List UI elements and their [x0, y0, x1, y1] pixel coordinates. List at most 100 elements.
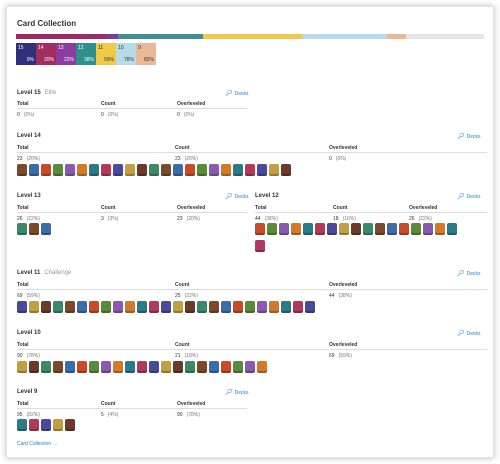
card-thumbnail[interactable]	[233, 164, 243, 176]
card-thumbnail[interactable]	[375, 223, 385, 235]
card-thumbnail[interactable]	[315, 223, 325, 235]
card-thumbnail[interactable]	[257, 361, 267, 373]
card-thumbnail[interactable]	[41, 419, 51, 431]
card-thumbnail[interactable]	[29, 164, 39, 176]
card-thumbnail[interactable]	[209, 301, 219, 313]
card-thumbnail[interactable]	[399, 223, 409, 235]
card-thumbnail[interactable]	[125, 164, 135, 176]
card-thumbnail[interactable]	[29, 419, 39, 431]
card-thumbnail[interactable]	[351, 223, 361, 235]
card-collection-link[interactable]: Card Collection →	[17, 441, 58, 447]
card-thumbnail[interactable]	[339, 223, 349, 235]
card-thumbnail[interactable]	[17, 164, 27, 176]
card-thumbnail[interactable]	[221, 361, 231, 373]
card-thumbnail[interactable]	[101, 361, 111, 373]
card-thumbnail[interactable]	[387, 223, 397, 235]
card-thumbnail[interactable]	[197, 301, 207, 313]
card-thumbnail[interactable]	[17, 419, 27, 431]
card-thumbnail[interactable]	[65, 301, 75, 313]
level-13-decks-link[interactable]: 🔎︎ Decks	[225, 194, 249, 200]
card-thumbnail[interactable]	[291, 223, 301, 235]
card-thumbnail[interactable]	[161, 301, 171, 313]
card-thumbnail[interactable]	[65, 361, 75, 373]
card-thumbnail[interactable]	[137, 361, 147, 373]
card-thumbnail[interactable]	[113, 361, 123, 373]
card-thumbnail[interactable]	[113, 301, 123, 313]
card-thumbnail[interactable]	[29, 301, 39, 313]
card-thumbnail[interactable]	[53, 361, 63, 373]
card-thumbnail[interactable]	[411, 223, 421, 235]
card-thumbnail[interactable]	[89, 164, 99, 176]
card-thumbnail[interactable]	[303, 223, 313, 235]
card-thumbnail[interactable]	[161, 361, 171, 373]
card-thumbnail[interactable]	[185, 164, 195, 176]
card-thumbnail[interactable]	[113, 164, 123, 176]
level-15-decks-link[interactable]: 🔎︎ Decks	[225, 91, 249, 97]
card-thumbnail[interactable]	[149, 164, 159, 176]
level-14-decks-link[interactable]: 🔎︎ Decks	[457, 134, 481, 140]
level-11-decks-link[interactable]: 🔎︎ Decks	[457, 271, 481, 277]
card-thumbnail[interactable]	[77, 301, 87, 313]
card-thumbnail[interactable]	[269, 301, 279, 313]
card-thumbnail[interactable]	[173, 301, 183, 313]
card-thumbnail[interactable]	[101, 301, 111, 313]
card-thumbnail[interactable]	[173, 164, 183, 176]
card-thumbnail[interactable]	[245, 164, 255, 176]
card-thumbnail[interactable]	[197, 164, 207, 176]
card-thumbnail[interactable]	[279, 223, 289, 235]
card-thumbnail[interactable]	[255, 223, 265, 235]
level-10-decks-link[interactable]: 🔎︎ Decks	[457, 331, 481, 337]
card-thumbnail[interactable]	[327, 223, 337, 235]
card-thumbnail[interactable]	[423, 223, 433, 235]
card-thumbnail[interactable]	[257, 301, 267, 313]
card-thumbnail[interactable]	[435, 223, 445, 235]
card-thumbnail[interactable]	[17, 361, 27, 373]
card-thumbnail[interactable]	[255, 240, 265, 252]
card-thumbnail[interactable]	[245, 361, 255, 373]
card-thumbnail[interactable]	[281, 301, 291, 313]
card-thumbnail[interactable]	[89, 301, 99, 313]
card-thumbnail[interactable]	[257, 164, 267, 176]
card-thumbnail[interactable]	[293, 301, 303, 313]
card-thumbnail[interactable]	[185, 301, 195, 313]
card-thumbnail[interactable]	[101, 164, 111, 176]
card-thumbnail[interactable]	[267, 223, 277, 235]
card-thumbnail[interactable]	[29, 361, 39, 373]
card-thumbnail[interactable]	[41, 164, 51, 176]
card-thumbnail[interactable]	[137, 301, 147, 313]
card-thumbnail[interactable]	[53, 164, 63, 176]
card-thumbnail[interactable]	[161, 164, 171, 176]
card-thumbnail[interactable]	[209, 164, 219, 176]
card-thumbnail[interactable]	[77, 164, 87, 176]
card-thumbnail[interactable]	[209, 361, 219, 373]
card-thumbnail[interactable]	[447, 223, 457, 235]
card-thumbnail[interactable]	[41, 361, 51, 373]
card-thumbnail[interactable]	[17, 301, 27, 313]
card-thumbnail[interactable]	[65, 419, 75, 431]
card-thumbnail[interactable]	[41, 223, 51, 235]
card-thumbnail[interactable]	[245, 301, 255, 313]
card-thumbnail[interactable]	[221, 164, 231, 176]
card-thumbnail[interactable]	[173, 361, 183, 373]
card-thumbnail[interactable]	[137, 164, 147, 176]
card-thumbnail[interactable]	[233, 301, 243, 313]
card-thumbnail[interactable]	[197, 361, 207, 373]
card-thumbnail[interactable]	[363, 223, 373, 235]
level-9-decks-link[interactable]: 🔎︎ Decks	[225, 390, 249, 396]
card-thumbnail[interactable]	[29, 223, 39, 235]
card-thumbnail[interactable]	[269, 164, 279, 176]
level-12-decks-link[interactable]: 🔎︎ Decks	[457, 194, 481, 200]
card-thumbnail[interactable]	[149, 301, 159, 313]
card-thumbnail[interactable]	[221, 301, 231, 313]
card-thumbnail[interactable]	[65, 164, 75, 176]
card-thumbnail[interactable]	[77, 361, 87, 373]
card-thumbnail[interactable]	[233, 361, 243, 373]
card-thumbnail[interactable]	[89, 361, 99, 373]
card-thumbnail[interactable]	[41, 301, 51, 313]
card-thumbnail[interactable]	[125, 361, 135, 373]
card-thumbnail[interactable]	[281, 164, 291, 176]
card-thumbnail[interactable]	[185, 361, 195, 373]
card-thumbnail[interactable]	[305, 301, 315, 313]
card-thumbnail[interactable]	[149, 361, 159, 373]
card-thumbnail[interactable]	[17, 223, 27, 235]
